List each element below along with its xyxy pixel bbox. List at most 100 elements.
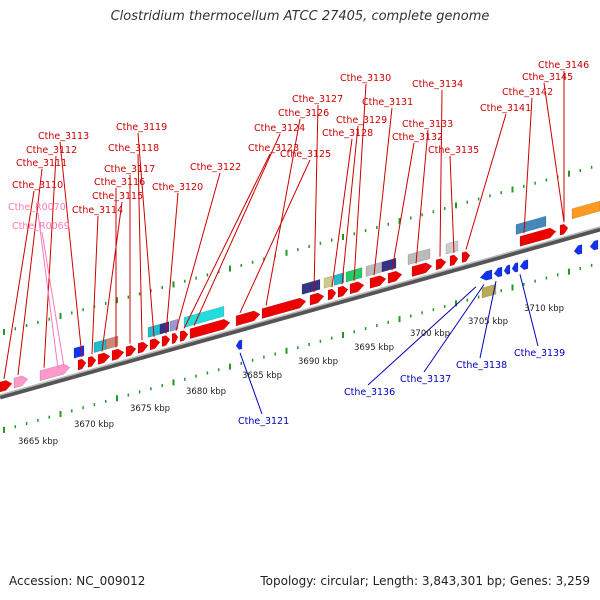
gene-label: Cthe_3131 — [362, 97, 413, 108]
gene-feature — [125, 345, 137, 358]
leader-line — [331, 138, 353, 288]
gene-label: Cthe_3135 — [428, 145, 479, 156]
gene-label: Cthe_3145 — [522, 72, 573, 83]
leader-line — [193, 133, 281, 326]
gene-label: Cthe_3120 — [152, 182, 203, 193]
gene-label: Cthe_R0070 — [8, 202, 66, 213]
leader-line — [137, 132, 155, 337]
leader-line — [449, 155, 455, 253]
gene-feature — [387, 270, 403, 284]
gene-label: Cthe_3124 — [254, 123, 305, 134]
gene-feature — [481, 283, 497, 299]
gene-feature — [171, 332, 179, 345]
gene-feature — [111, 348, 125, 361]
leader-line — [519, 274, 539, 347]
leader-line — [183, 153, 271, 329]
gene-label: Cthe_3121 — [238, 416, 289, 427]
leader-line — [43, 155, 57, 368]
leader-line — [543, 82, 565, 223]
gene-label: Cthe_3129 — [336, 115, 387, 126]
label-leader-lines — [3, 71, 565, 415]
gene-feature — [13, 375, 29, 389]
kbp-label: 3710 kbp — [524, 304, 564, 314]
gene-label: Cthe_3112 — [26, 145, 77, 156]
kbp-label: 3700 kbp — [410, 329, 450, 339]
kbp-label: 3675 kbp — [130, 404, 170, 414]
gene-feature — [39, 363, 71, 382]
gene-label: Cthe_3133 — [402, 119, 453, 130]
accession-text: Accession: NC_009012 — [9, 574, 146, 588]
leader-line — [37, 212, 59, 369]
gene-feature — [559, 223, 569, 236]
leader-line — [373, 107, 393, 276]
leader-line — [101, 201, 123, 352]
upper-tick-row — [3, 165, 593, 335]
gene-label: Cthe_3146 — [538, 60, 589, 71]
gene-feature — [411, 262, 433, 277]
gene-feature — [97, 352, 111, 365]
gene-feature — [337, 285, 349, 298]
gene-label: Cthe_3114 — [72, 205, 123, 216]
backbone-line — [0, 226, 600, 400]
gene-feature — [235, 310, 261, 327]
gene-label: Cthe_3115 — [92, 191, 143, 202]
gene-label: Cthe_3137 — [400, 374, 451, 385]
leader-line — [353, 83, 367, 281]
gene-label: Cthe_3116 — [94, 177, 145, 188]
gene-feature — [87, 355, 97, 368]
gene-feature — [479, 269, 493, 281]
gene-feature — [515, 215, 547, 235]
gene-label: Cthe_3126 — [278, 108, 329, 119]
leader-line — [41, 231, 65, 368]
leader-line — [239, 352, 263, 415]
kbp-label: 3685 kbp — [242, 371, 282, 381]
leader-line — [91, 215, 99, 355]
gene-feature — [137, 341, 149, 354]
backbone-highlight — [0, 226, 600, 396]
leader-line — [367, 286, 477, 386]
gene-feature — [261, 297, 307, 319]
gene-label: Cthe_3110 — [12, 180, 63, 191]
leader-line — [423, 284, 485, 373]
gene-feature — [449, 254, 459, 267]
gene-feature — [589, 239, 599, 251]
gene-label: Cthe_3128 — [322, 128, 373, 139]
gene-feature — [189, 319, 231, 340]
leader-line — [239, 159, 311, 314]
gene-feature — [179, 330, 189, 342]
gene-feature — [169, 318, 179, 332]
gene-feature — [333, 272, 345, 286]
gene-feature — [519, 227, 557, 247]
gene-feature — [407, 248, 431, 266]
gene-label: Cthe_3132 — [392, 132, 443, 143]
lower-tick-row — [3, 263, 593, 433]
leader-line — [59, 141, 83, 358]
gene-label: Cthe_R0069 — [12, 221, 70, 232]
kbp-label: 3695 kbp — [354, 343, 394, 353]
leader-line — [341, 125, 359, 285]
gene-feature — [571, 200, 600, 220]
gene-label: Cthe_3138 — [456, 360, 507, 371]
gene-feature — [369, 275, 387, 289]
kbp-label: 3670 kbp — [74, 420, 114, 430]
gene-feature — [519, 259, 529, 271]
gene-label: Cthe_3113 — [38, 131, 89, 142]
genome-summary-text: Topology: circular; Length: 3,843,301 bp… — [260, 574, 590, 588]
leader-line — [175, 172, 221, 331]
leader-line — [313, 104, 319, 293]
gene-feature — [183, 305, 225, 328]
gene-feature — [511, 262, 519, 273]
gene-feature — [461, 251, 471, 263]
gene-feature — [105, 335, 119, 350]
gene-feature — [73, 345, 85, 359]
leader-line — [3, 190, 35, 379]
gene-feature — [149, 338, 161, 351]
kbp-label: 3680 kbp — [186, 387, 226, 397]
kbp-label: 3665 kbp — [18, 437, 58, 447]
gene-feature — [235, 339, 243, 350]
gene-label: Cthe_3136 — [344, 387, 395, 398]
gene-feature — [77, 358, 87, 371]
gene-label: Cthe_3111 — [16, 158, 67, 169]
gene-label: Cthe_3118 — [108, 143, 159, 154]
